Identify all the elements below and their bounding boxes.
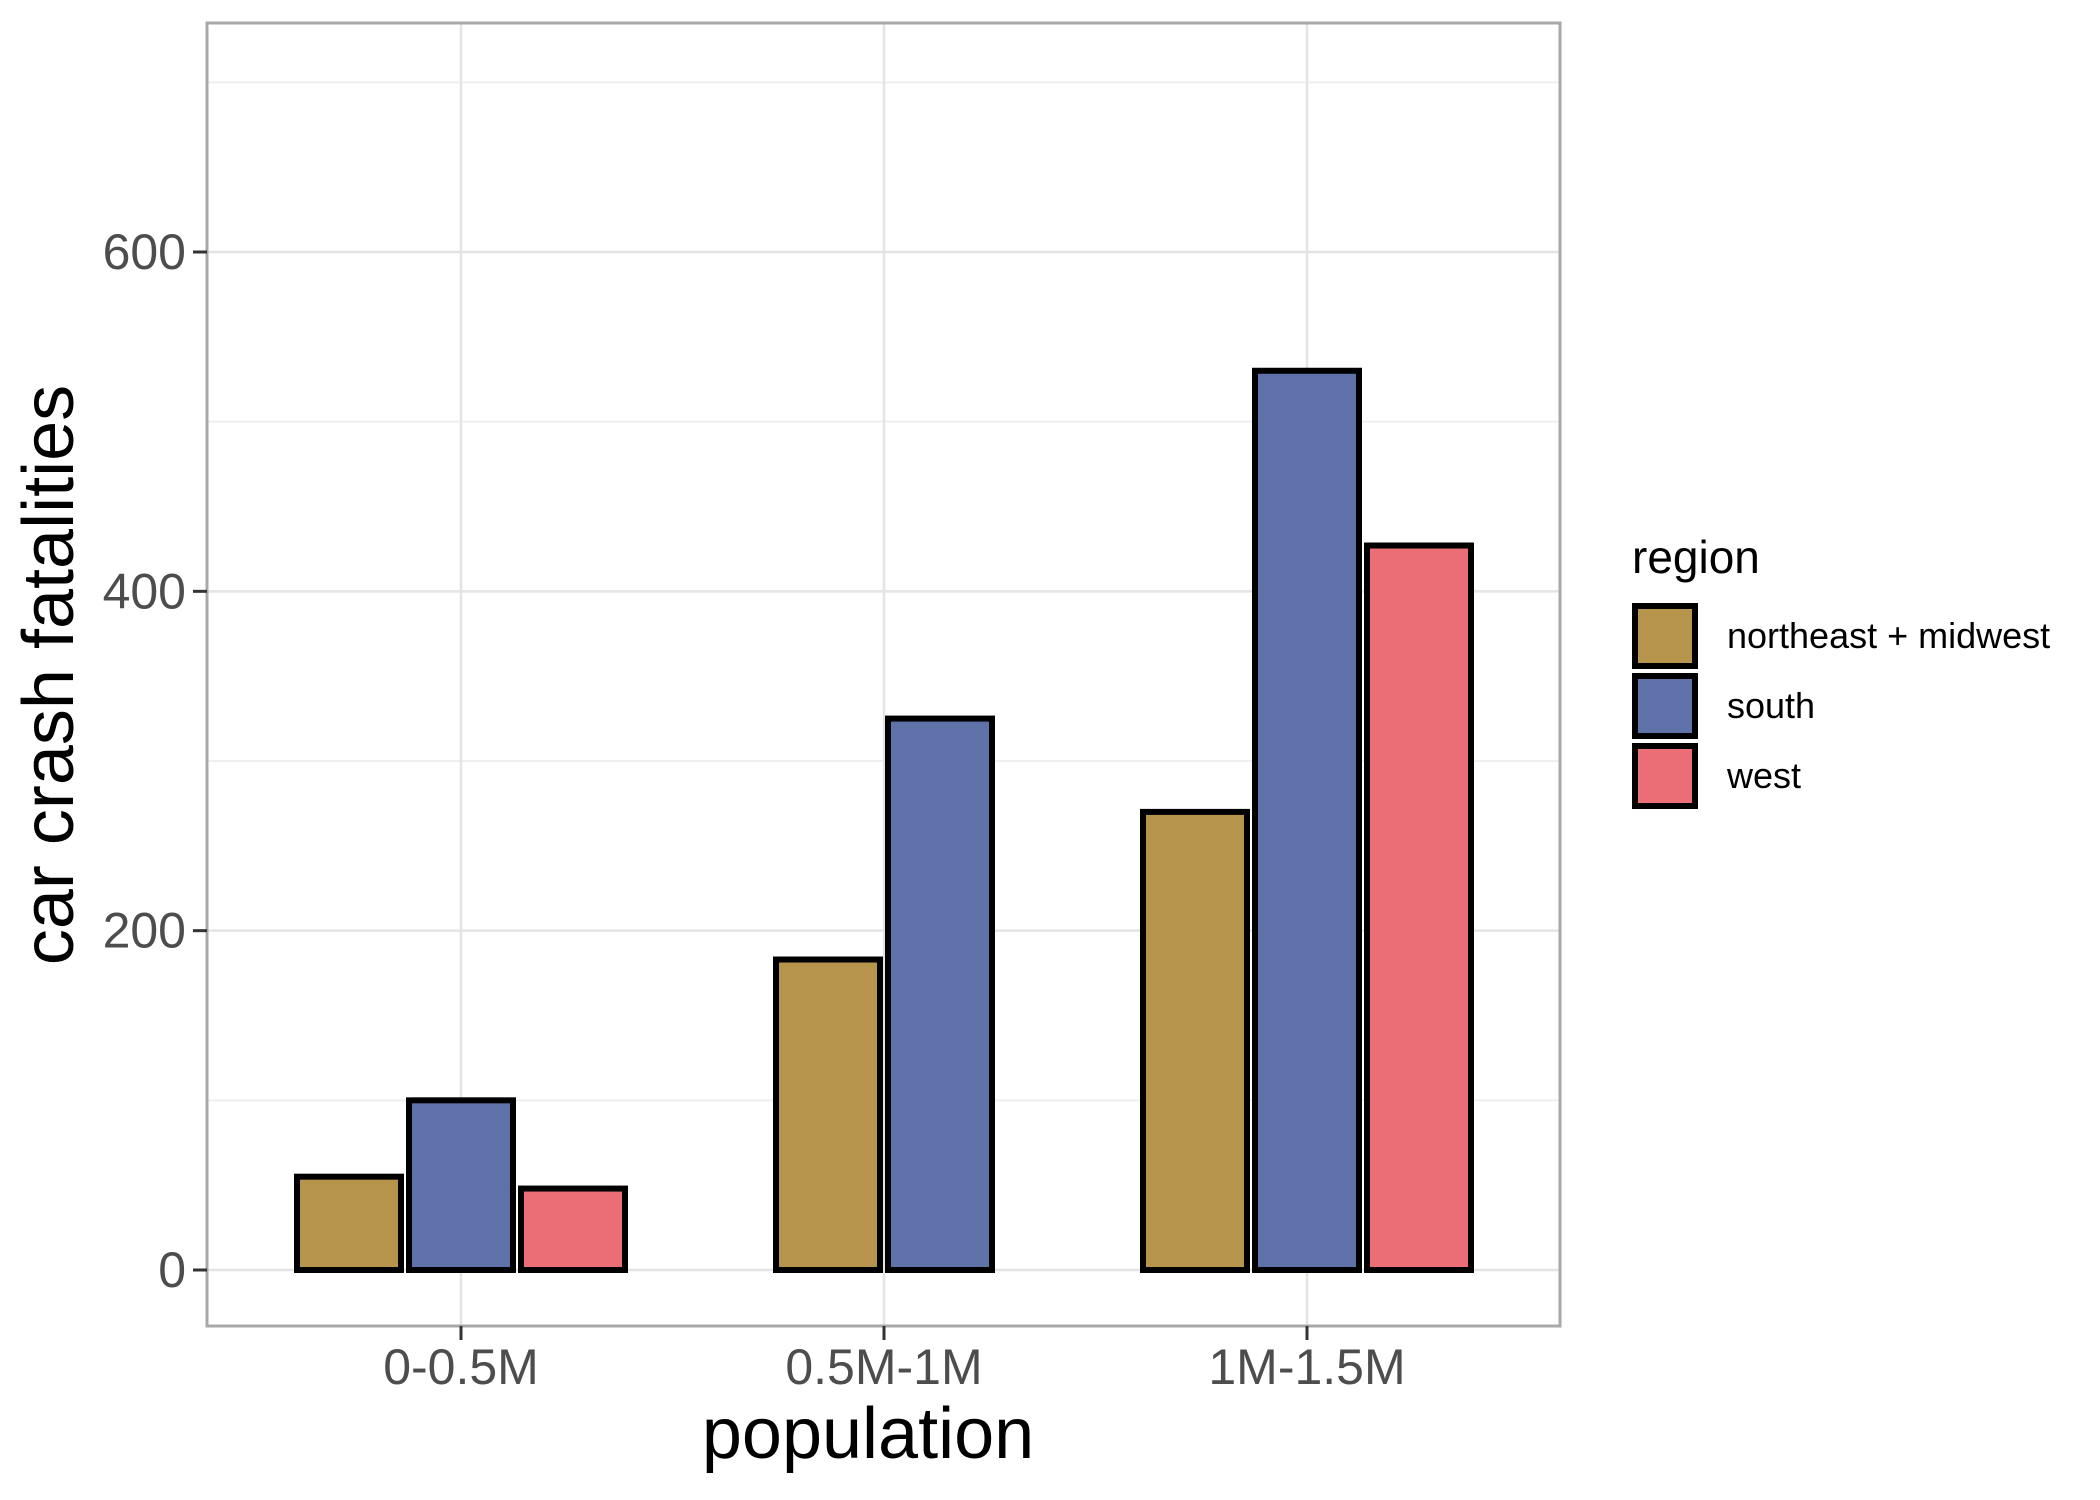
- legend-item-northeast-midwest: northeast + midwest: [1632, 603, 2051, 670]
- x-axis-title: population: [701, 1394, 1035, 1474]
- y-tick-label: 0: [158, 1242, 186, 1298]
- legend-items: northeast + midwest south west: [1632, 603, 2051, 810]
- legend-swatch-icon: [1632, 743, 1698, 810]
- legend: region northeast + midwest south west: [1632, 530, 2051, 810]
- bar-south-0-0.5M: [406, 1097, 516, 1274]
- legend-item-south: south: [1632, 673, 2050, 740]
- bar-west-1M-1.5M: [1364, 542, 1474, 1273]
- y-tick-label: 400: [103, 563, 186, 619]
- legend-label: south: [1727, 685, 1816, 727]
- bar-northeast-midwest-0.5M-1M: [773, 956, 883, 1273]
- legend-label: northeast + midwest: [1727, 615, 2051, 657]
- y-tick-label: 600: [103, 224, 186, 280]
- x-tick-label: 1M-1.5M: [1208, 1339, 1405, 1395]
- x-tick-label: 0-0.5M: [383, 1339, 539, 1395]
- bar-south-0.5M-1M: [885, 715, 995, 1273]
- legend-swatch-icon: [1632, 673, 1698, 740]
- bar-south-1M-1.5M: [1252, 367, 1362, 1273]
- y-tick-label: 200: [103, 903, 186, 959]
- legend-swatch-icon: [1632, 603, 1698, 670]
- x-tick-label: 0.5M-1M: [785, 1339, 982, 1395]
- y-axis-title: car crash fatalities: [9, 384, 89, 966]
- legend-label: west: [1727, 755, 1802, 797]
- bar-west-0-0.5M: [518, 1185, 628, 1273]
- legend-title: region: [1632, 531, 1760, 583]
- bar-northeast-midwest-0-0.5M: [294, 1173, 404, 1273]
- bar-northeast-midwest-1M-1.5M: [1140, 808, 1250, 1273]
- legend-item-west: west: [1632, 743, 2050, 810]
